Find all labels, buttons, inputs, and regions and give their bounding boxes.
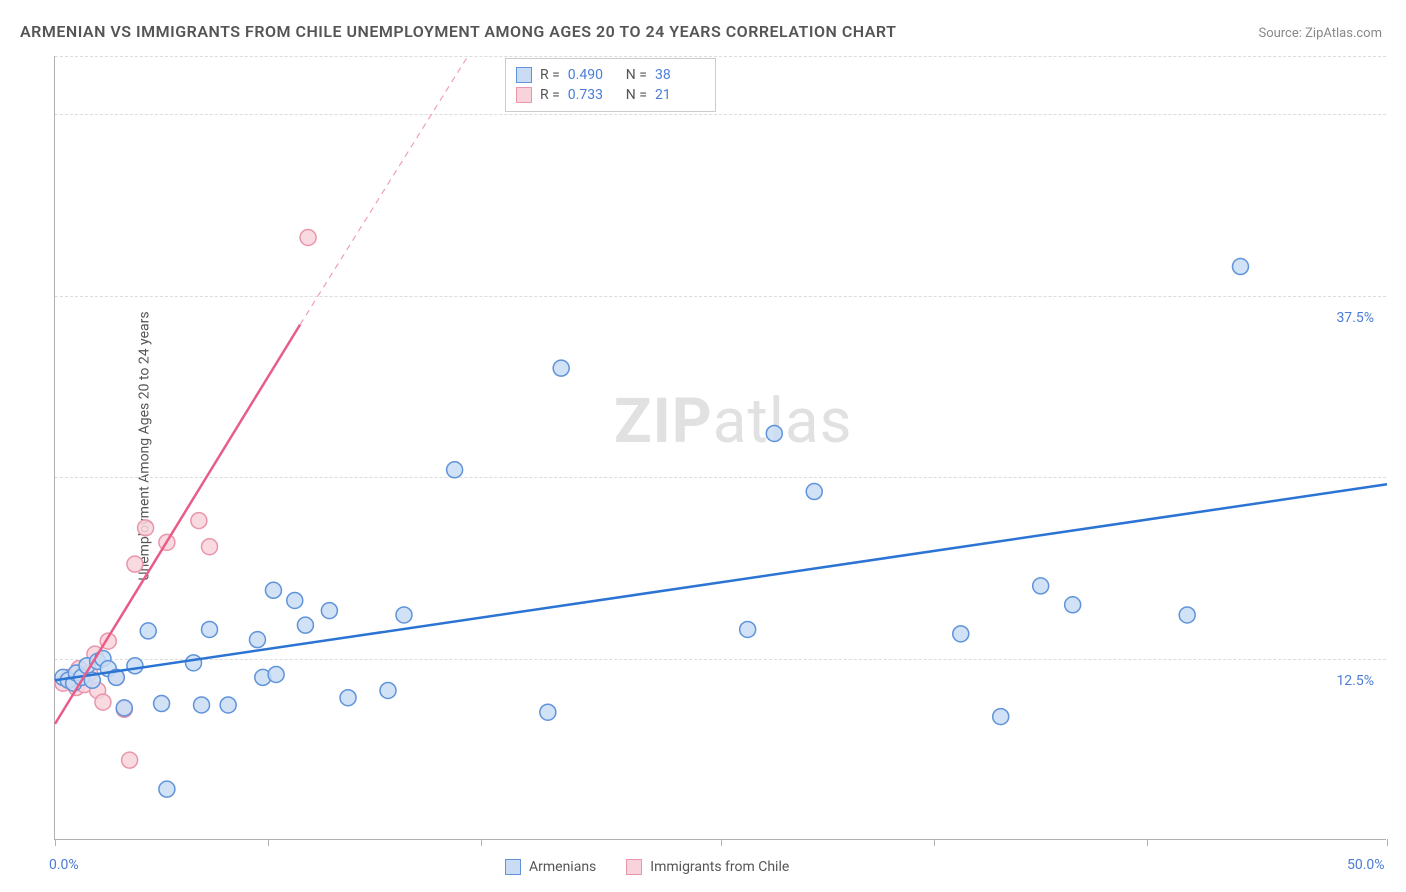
x-tick [1387,839,1388,846]
legend-label: Armenians [529,859,596,875]
swatch-armenians-icon [505,859,521,875]
x-tick [55,839,56,846]
y-tick-label: 37.5% [1336,310,1374,326]
x-tick [481,839,482,846]
source-attribution: Source: ZipAtlas.com [1258,26,1382,41]
legend-label: Immigrants from Chile [650,859,789,875]
x-tick [721,839,722,846]
series-legend: Armenians Immigrants from Chile [505,859,789,875]
x-tick-label: 0.0% [49,857,79,873]
x-tick [934,839,935,846]
chart-title: ARMENIAN VS IMMIGRANTS FROM CHILE UNEMPL… [20,22,896,41]
correlation-chart: ARMENIAN VS IMMIGRANTS FROM CHILE UNEMPL… [0,0,1406,892]
plot-area: ZIPatlas R = 0.490 N = 38 R = 0.733 N = … [54,56,1386,840]
plot-svg [55,56,1386,839]
x-tick [268,839,269,846]
x-tick [1147,839,1148,846]
x-tick-label: 50.0% [1347,857,1385,873]
legend-item-chile: Immigrants from Chile [626,859,789,875]
y-tick-label: 12.5% [1336,673,1374,689]
legend-item-armenians: Armenians [505,859,596,875]
swatch-chile-icon [626,859,642,875]
